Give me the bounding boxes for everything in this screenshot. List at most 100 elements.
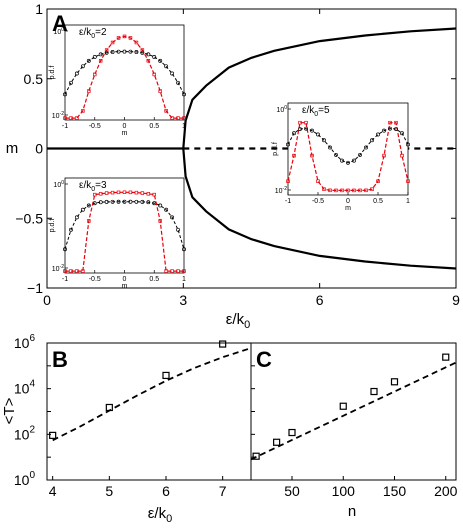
inset-eps3-red-marker xyxy=(81,269,85,273)
inset-eps2-black-marker xyxy=(146,52,151,57)
inset-eps3-frame xyxy=(64,177,185,274)
inset-eps2-red-marker xyxy=(182,116,186,120)
inset-eps5-black-marker xyxy=(394,127,398,131)
inset-eps2-black-marker xyxy=(170,71,175,76)
inset-eps2-ytick-label: 10-2 xyxy=(52,111,64,120)
b-xtick-label: 4 xyxy=(49,483,57,499)
inset-eps3-xtick-label: 0.5 xyxy=(149,276,159,283)
inset-eps5-red-marker xyxy=(292,153,296,158)
inset-eps3-red-marker xyxy=(146,192,151,196)
inset-eps3-black-marker xyxy=(68,227,73,232)
inset-eps3-red-marker xyxy=(87,219,91,223)
panel-b-xlabel: ε/k0 xyxy=(148,505,172,525)
inset-eps3-red-marker xyxy=(158,219,162,223)
inset-eps5-ytick-label: 100 xyxy=(276,105,287,114)
inset-eps5-red-marker xyxy=(334,188,338,193)
a-ytick-label: 1 xyxy=(35,1,43,17)
a-ytick-label: −0.5 xyxy=(15,210,43,226)
inset-eps3-red-marker xyxy=(92,192,97,197)
inset-eps3-black-marker xyxy=(110,199,115,204)
b-point xyxy=(162,371,170,380)
inset-eps3-black-curve xyxy=(64,201,185,250)
inset-eps5-black-marker xyxy=(358,152,362,157)
svg-text:ε/k0: ε/k0 xyxy=(226,311,250,331)
b-point xyxy=(49,431,57,439)
inset-eps5-black-marker xyxy=(310,128,314,133)
inset-eps3-black-marker xyxy=(152,201,157,206)
inset-eps2-red-marker xyxy=(152,72,157,77)
inset-eps5-red-marker xyxy=(370,187,374,191)
panel-c-ticks: 50 100 150 200 xyxy=(251,342,458,499)
inset-eps2-red-marker xyxy=(63,116,67,120)
a-series-3-line xyxy=(182,148,457,270)
a-xtick-label: 9 xyxy=(452,292,460,308)
inset-eps2-frame xyxy=(64,24,185,121)
inset-eps3-red-marker xyxy=(152,192,157,197)
panel-a-lines xyxy=(47,27,457,270)
b-ytick-label: 106 xyxy=(14,333,36,351)
inset-eps2-red-marker xyxy=(176,116,180,120)
inset-eps5-black-marker xyxy=(292,131,296,136)
inset-eps5-red-marker xyxy=(316,179,320,183)
c-point xyxy=(390,378,399,386)
inset-eps2-red-marker xyxy=(140,48,145,52)
inset-eps2-xtick-label: 1 xyxy=(182,123,186,130)
inset-eps5-xtick-label: -0.5 xyxy=(312,198,324,205)
inset-eps2-black-marker xyxy=(116,49,121,54)
panel-b-label: B xyxy=(52,347,68,372)
inset-eps2-red-marker xyxy=(170,116,174,120)
inset-eps3-ytick-label: 10-2 xyxy=(52,264,64,273)
inset-eps3-red-marker xyxy=(164,269,168,273)
inset-eps5-red-marker xyxy=(376,179,380,183)
inset-eps2-black-marker xyxy=(152,54,157,59)
c-point xyxy=(252,452,260,460)
inset-eps3-xtick-label: 1 xyxy=(182,276,186,283)
inset-eps2-red-marker xyxy=(116,36,121,40)
inset-eps3-red-marker xyxy=(182,269,186,273)
inset-eps2-black-marker xyxy=(74,71,79,76)
inset-eps2-black-marker xyxy=(92,54,97,59)
panel-a: 0 3 6 910.50−0.5−1 -1 -0.5 0 0.5 110010-2mp.d.f… xyxy=(6,1,460,331)
inset-eps5-xlabel: m xyxy=(345,205,351,212)
inset-eps5-red-marker xyxy=(322,187,326,191)
c-xtick-label: 150 xyxy=(383,483,407,499)
panel-a-label: A xyxy=(52,11,68,36)
b-xtick-label: 5 xyxy=(105,483,113,499)
panel-b-ticks: 4 5 6 7 100 102 104 106 xyxy=(14,333,227,499)
inset-eps3-red-marker xyxy=(170,269,174,273)
inset-eps2-black-marker xyxy=(134,49,139,54)
inset-eps3-xtick-label: 0 xyxy=(123,276,127,283)
inset-eps5-red-curve xyxy=(287,122,409,191)
inset-eps5-red-marker xyxy=(304,120,308,125)
inset-eps3-black-marker xyxy=(86,203,91,208)
inset-eps2-black-marker xyxy=(176,80,180,85)
b-point xyxy=(105,403,113,412)
inset-eps5-black-marker xyxy=(400,131,404,136)
a-xtick-label: 3 xyxy=(179,292,187,308)
inset-eps3-red-marker xyxy=(98,192,103,196)
inset-eps5-red-marker xyxy=(358,188,362,193)
b-ytick-label: 104 xyxy=(14,379,36,397)
panel-b-frame xyxy=(46,342,252,481)
inset-eps5-black-marker xyxy=(370,138,374,143)
inset-eps5-black-marker xyxy=(298,127,302,131)
inset-eps5-red-marker xyxy=(286,179,290,183)
inset-eps2-red-marker xyxy=(87,89,91,93)
inset-eps2-xtick-label: -0.5 xyxy=(89,123,101,130)
inset-eps5-black-marker xyxy=(376,132,380,137)
inset-eps3-black-marker xyxy=(122,199,127,204)
inset-eps5-black-marker xyxy=(322,138,326,143)
inset-eps2-red-marker xyxy=(92,72,97,77)
c-point xyxy=(370,387,378,396)
inset-eps2-xtick-label: -1 xyxy=(62,123,68,130)
b-point xyxy=(219,340,227,348)
inset-eps5-red-marker xyxy=(352,188,356,193)
inset-eps5-black-curve xyxy=(287,128,409,164)
inset-eps2-ylabel: p.d.f xyxy=(49,66,56,80)
panel-b-ylabel: <T> xyxy=(1,397,18,424)
inset-eps2-red-marker xyxy=(128,36,133,40)
inset-eps2-red-marker xyxy=(69,116,73,120)
inset-eps2: -1 -0.5 0 0.5 1 100 10-2 m p.d.f ε/k0=2 xyxy=(49,24,186,137)
inset-eps5-black-marker xyxy=(340,158,344,163)
a-series-2-line xyxy=(182,27,457,149)
